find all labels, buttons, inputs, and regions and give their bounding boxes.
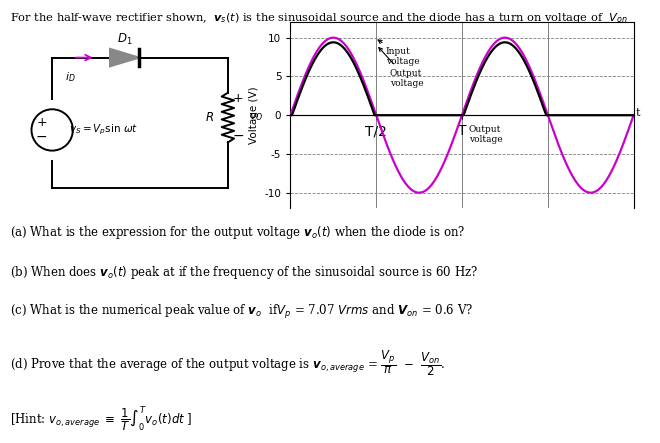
Circle shape (32, 109, 73, 151)
Text: +: + (233, 93, 244, 105)
Text: Input
voltage: Input voltage (378, 40, 419, 66)
Text: −: − (36, 130, 48, 144)
Text: +: + (36, 116, 47, 129)
Text: $D_1$: $D_1$ (117, 32, 132, 47)
Text: (b) When does $\boldsymbol{v}_{o}(t)$ peak at if the frequency of the sinusoidal: (b) When does $\boldsymbol{v}_{o}(t)$ pe… (10, 264, 478, 280)
Text: For the half-wave rectifier shown,  $\boldsymbol{v}_{s}(t)$ is the sinusoidal so: For the half-wave rectifier shown, $\bol… (10, 11, 628, 25)
Text: (d) Prove that the average of the output voltage is $\boldsymbol{v}_{o,average}$: (d) Prove that the average of the output… (10, 348, 446, 377)
Text: [Hint: $v_{o,average}$ $\equiv$ $\dfrac{1}{T}\int_0^T v_o(t)dt$ ]: [Hint: $v_{o,average}$ $\equiv$ $\dfrac{… (10, 405, 192, 435)
Text: $R$: $R$ (205, 111, 214, 124)
Polygon shape (110, 49, 139, 66)
Text: $v_S = V_p \sin\,\omega t$: $v_S = V_p \sin\,\omega t$ (69, 123, 138, 137)
Text: t: t (636, 108, 640, 118)
Text: Output
voltage: Output voltage (379, 47, 424, 88)
Text: $v_O$: $v_O$ (249, 112, 263, 124)
Y-axis label: Voltage (V): Voltage (V) (249, 86, 259, 144)
Text: −: − (232, 129, 244, 143)
Text: (a) What is the expression for the output voltage $\boldsymbol{v}_{o}(t)$ when t: (a) What is the expression for the outpu… (10, 224, 465, 241)
Text: Output
voltage: Output voltage (469, 125, 502, 144)
Text: (c) What is the numerical peak value of $\boldsymbol{v}_{o}$  if$V_p$ = 7.07 $\i: (c) What is the numerical peak value of … (10, 303, 473, 322)
Text: $i_D$: $i_D$ (65, 70, 76, 84)
